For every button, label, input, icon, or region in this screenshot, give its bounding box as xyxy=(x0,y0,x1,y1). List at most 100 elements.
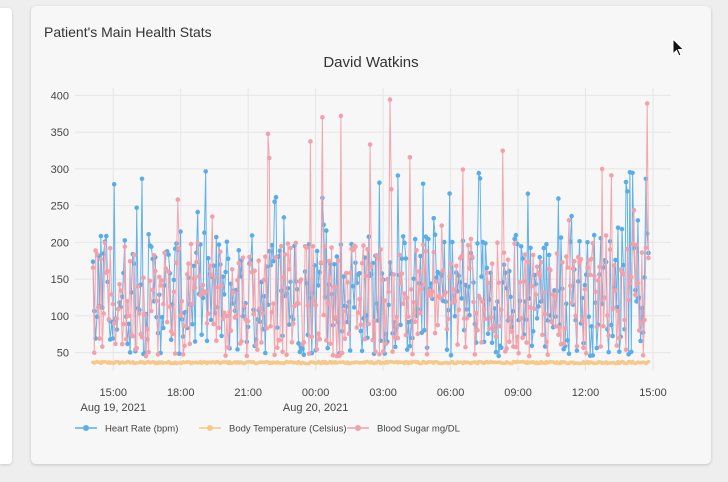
heart-rate-series-point xyxy=(642,275,647,280)
blood-sugar-series-point xyxy=(353,244,358,250)
blood-sugar-series-point xyxy=(158,283,163,288)
blood-sugar-series-point xyxy=(422,282,427,287)
blood-sugar-series-point xyxy=(579,318,585,324)
heart-rate-series-point xyxy=(219,333,224,339)
blood-sugar-series-point xyxy=(228,328,234,334)
blood-sugar-series-point xyxy=(308,139,313,144)
blood-sugar-series-point xyxy=(277,338,283,343)
heart-rate-series-point xyxy=(566,351,572,357)
body-temperature-series[interactable] xyxy=(91,359,651,366)
heart-rate-series-point xyxy=(171,277,177,283)
blood-sugar-series-point xyxy=(101,311,106,316)
heart-rate-series-point xyxy=(450,239,455,245)
heart-rate-series-point xyxy=(377,180,382,185)
blood-sugar-series-point xyxy=(408,287,414,292)
blood-sugar-series-point xyxy=(646,255,651,261)
blood-sugar-series-point xyxy=(557,325,562,330)
heart-rate-series-point xyxy=(357,271,362,276)
blood-sugar-series-point xyxy=(439,223,445,228)
heart-rate-series-point xyxy=(146,232,151,237)
legend-item[interactable]: Blood Sugar mg/DL xyxy=(347,424,460,435)
heart-rate-series-point xyxy=(161,325,166,331)
heart-rate-series-point xyxy=(639,305,645,311)
plot-area[interactable] xyxy=(90,97,651,366)
blood-sugar-series-point xyxy=(597,264,602,270)
y-axis-ticks: 50 100 150 200 250 300 350 400 xyxy=(51,90,69,359)
blood-sugar-series-point xyxy=(582,286,588,292)
blood-sugar-series[interactable] xyxy=(90,97,651,359)
heart-rate-series-point xyxy=(272,199,277,204)
blood-sugar-series-point xyxy=(492,328,498,334)
blood-sugar-series-point xyxy=(518,316,524,321)
blood-sugar-series-point xyxy=(289,340,295,345)
heart-rate-series-point xyxy=(629,349,634,355)
x-tick-label: 12:00 xyxy=(572,387,600,399)
legend-item[interactable]: Heart Rate (bpm) xyxy=(75,424,178,435)
heart-rate-series-point xyxy=(195,209,200,215)
heart-rate-series-point xyxy=(503,270,508,276)
blood-sugar-series-point xyxy=(280,349,285,355)
blood-sugar-series-point xyxy=(400,301,406,307)
blood-sugar-series-point xyxy=(545,352,550,358)
heart-rate-series-point xyxy=(467,312,472,318)
blood-sugar-series-point xyxy=(362,336,368,342)
heart-rate-series-point xyxy=(400,234,406,239)
blood-sugar-series-point xyxy=(127,258,133,264)
blood-sugar-series-point xyxy=(233,314,239,319)
x-tick-label: 09:00 xyxy=(504,387,532,399)
heart-rate-series-point xyxy=(476,170,482,176)
x-tick-label: 15:00 xyxy=(99,387,127,399)
blood-sugar-series-point xyxy=(569,300,574,306)
heart-rate-series-point xyxy=(403,256,409,261)
heart-rate-series-point xyxy=(321,222,327,228)
heart-rate-series-point xyxy=(434,275,439,281)
blood-sugar-series-point xyxy=(438,296,443,301)
heart-rate-series-point xyxy=(366,234,372,239)
heart-rate-series-point xyxy=(484,265,490,271)
heart-rate-series-point xyxy=(178,229,183,234)
blood-sugar-series-point xyxy=(416,269,422,274)
blood-sugar-series-point xyxy=(606,333,611,339)
heart-rate-series-point xyxy=(643,176,649,182)
blood-sugar-series-point xyxy=(236,260,242,266)
heart-rate-series-point xyxy=(585,240,590,245)
blood-sugar-series-point xyxy=(154,298,159,304)
y-tick-label: 400 xyxy=(51,90,69,102)
blood-sugar-series-point xyxy=(118,288,124,294)
blood-sugar-series-point xyxy=(443,290,449,295)
blood-sugar-series-point xyxy=(382,298,388,303)
heart-rate-series-point xyxy=(564,301,569,307)
heart-rate-series-point xyxy=(431,215,437,221)
blood-sugar-series-point xyxy=(541,290,547,295)
blood-sugar-series-point xyxy=(497,324,503,329)
blood-sugar-series-point xyxy=(591,273,597,279)
heart-rate-series-point xyxy=(271,258,276,264)
heart-rate-series-point xyxy=(316,283,321,288)
blood-sugar-series-point xyxy=(130,333,136,339)
blood-sugar-series-point xyxy=(293,240,299,246)
blood-sugar-series-point xyxy=(306,351,312,357)
blood-sugar-series-point xyxy=(115,306,121,312)
blood-sugar-series-point xyxy=(549,319,554,325)
legend-item[interactable]: Body Temperature (Celsius) xyxy=(199,424,347,435)
blood-sugar-series-point xyxy=(594,324,600,329)
heart-rate-series-point xyxy=(623,179,629,185)
heart-rate-series-point xyxy=(279,288,284,294)
blood-sugar-series-point xyxy=(367,142,373,147)
chart-legend[interactable]: Heart Rate (bpm) Body Temperature (Celsiu… xyxy=(75,424,460,435)
blood-sugar-series-point xyxy=(452,298,458,304)
blood-sugar-series-point xyxy=(387,97,393,102)
blood-sugar-series-point xyxy=(526,353,532,359)
blood-sugar-series-point xyxy=(186,261,191,266)
heart-rate-series-point xyxy=(630,170,635,176)
blood-sugar-series-point xyxy=(553,324,558,329)
blood-sugar-series-point xyxy=(109,292,114,297)
blood-sugar-series-point xyxy=(386,289,391,295)
health-chart[interactable]: David Watkins 50 100 150 200 250 300 350 400 15… xyxy=(31,6,711,464)
blood-sugar-series-point xyxy=(316,331,321,337)
blood-sugar-series-point xyxy=(522,252,528,257)
heart-rate-series-point xyxy=(590,353,596,358)
heart-rate-series-point xyxy=(546,252,552,258)
blood-sugar-series-point xyxy=(235,277,240,283)
blood-sugar-series-point xyxy=(447,274,452,279)
